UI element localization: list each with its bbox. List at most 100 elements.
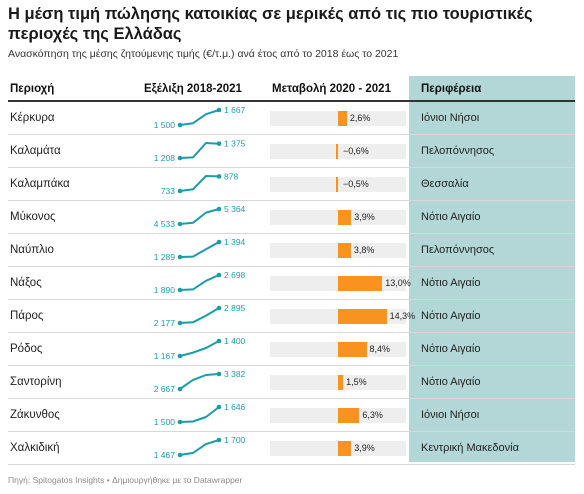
trend-end-dot — [216, 371, 222, 377]
region-name: Νότιο Αιγαίο — [421, 211, 481, 223]
change-bar — [338, 441, 352, 456]
row-divider — [8, 332, 575, 333]
trend-end-label: 1 394 — [224, 237, 246, 247]
trend-line — [179, 142, 220, 159]
trend-start-label: 2 177 — [154, 318, 176, 328]
table-row: Ζάκυνθος 1 500 1 646 6,3% Ιόνιοι Νήσοι — [8, 399, 575, 432]
change-label: 2,6% — [349, 113, 371, 123]
region-name: Ιόνιοι Νήσοι — [421, 112, 480, 124]
trend-start-label: 1 467 — [154, 450, 176, 460]
trend-start-dot — [177, 419, 183, 425]
trend-start-dot — [177, 320, 183, 326]
row-divider — [8, 464, 575, 465]
area-name: Χαλκιδική — [10, 442, 60, 454]
trend-start-label: 733 — [161, 186, 175, 196]
trend-start-dot — [177, 155, 183, 161]
table-row: Ναύπλιο 1 289 1 394 3,8% Πελοπόννησος — [8, 234, 575, 267]
trend-start-label: 1 208 — [154, 153, 176, 163]
row-divider — [8, 431, 575, 432]
trend-end-label: 2 895 — [224, 303, 246, 313]
table-row: Χαλκιδική 1 467 1 700 3,9% Κεντρική Μακεδονί… — [8, 432, 575, 465]
trend-sparkline: 1 167 1 400 — [154, 336, 246, 361]
area-name: Ρόδος — [10, 343, 43, 355]
table-row: Σαντορίνη 2 667 3 382 1,5% Νότιο Αιγαίο — [8, 366, 575, 399]
change-bar — [335, 144, 338, 159]
source-note: Πηγή: Spitogatos Insights • Δημιουργήθηκ… — [8, 475, 243, 485]
table-row: Καλαμπάκα 733 878 −0,5% Θεσσαλία — [8, 168, 575, 201]
header-rule — [8, 100, 575, 102]
area-name: Κέρκυρα — [10, 112, 55, 124]
trend-start-dot — [177, 353, 183, 359]
trend-end-label: 878 — [224, 171, 238, 181]
area-name: Καλαμάτα — [10, 145, 61, 157]
change-label: 13,0% — [385, 278, 411, 288]
trend-end-label: 1 375 — [224, 139, 246, 149]
area-name: Καλαμπάκα — [10, 178, 70, 190]
trend-start-dot — [177, 122, 183, 128]
trend-end-dot — [216, 107, 222, 113]
trend-line — [179, 208, 220, 225]
row-divider — [8, 167, 575, 168]
trend-end-label: 1 700 — [224, 435, 246, 445]
row-divider — [8, 398, 575, 399]
change-bar-track — [270, 144, 406, 159]
change-bar — [338, 276, 383, 291]
area-name: Ναύπλιο — [10, 244, 54, 256]
trend-start-label: 2 667 — [154, 384, 176, 394]
row-divider — [8, 266, 575, 267]
region-name: Κεντρική Μακεδονία — [421, 442, 519, 454]
table-row: Κέρκυρα 1 500 1 667 2,6% Ιόνιοι Νήσοι — [8, 102, 575, 135]
change-bar — [338, 408, 360, 423]
change-label: 14,3% — [389, 311, 416, 321]
region-name: Πελοπόννησος — [421, 244, 495, 256]
row-divider — [8, 134, 575, 135]
column-header-area: Περιοχή — [10, 83, 55, 95]
change-label: 8,4% — [369, 344, 391, 354]
trend-start-dot — [177, 287, 183, 293]
trend-line — [179, 175, 220, 192]
change-bar — [338, 309, 387, 324]
chart-title: Η μέση τιμή πώλησης κατοικίας σε μερικές… — [8, 5, 533, 43]
change-bar — [338, 375, 344, 390]
change-bar — [336, 177, 339, 192]
table-row: Καλαμάτα 1 208 1 375 −0,6% Πελοπόννησος — [8, 135, 575, 168]
column-header-trend: Εξέλιξη 2018-2021 — [144, 83, 242, 95]
trend-line — [179, 307, 220, 324]
trend-sparkline: 1 467 1 700 — [154, 435, 246, 460]
trend-start-dot — [177, 188, 183, 194]
trend-end-dot — [216, 206, 222, 212]
trend-start-label: 1 890 — [154, 285, 176, 295]
trend-end-label: 5 364 — [224, 204, 246, 214]
column-header-change: Μεταβολή 2020 - 2021 — [272, 83, 391, 95]
trend-sparkline: 1 500 1 646 — [154, 402, 246, 427]
trend-line — [179, 439, 220, 456]
trend-end-label: 1 667 — [224, 105, 246, 115]
area-name: Ζάκυνθος — [10, 409, 60, 421]
region-name: Νότιο Αιγαίο — [421, 376, 481, 388]
area-name: Σαντορίνη — [10, 376, 62, 388]
trend-end-dot — [216, 338, 222, 344]
trend-end-label: 1 646 — [224, 402, 246, 412]
trend-start-label: 1 500 — [154, 120, 176, 130]
trend-sparkline: 1 500 1 667 — [154, 105, 246, 130]
change-label: 1,5% — [346, 377, 367, 387]
trend-start-label: 4 533 — [154, 219, 176, 229]
region-name: Θεσσαλία — [421, 178, 469, 190]
change-label: 3,8% — [353, 245, 375, 255]
trend-end-dot — [216, 239, 222, 245]
trend-start-dot — [177, 221, 183, 227]
trend-sparkline: 4 533 5 364 — [154, 204, 246, 229]
trend-end-dot — [216, 404, 222, 410]
area-name: Μύκονος — [10, 211, 56, 223]
trend-line — [179, 241, 220, 258]
trend-end-dot — [216, 305, 222, 311]
change-label: 3,9% — [354, 212, 375, 222]
trend-end-dot — [216, 141, 222, 146]
row-divider — [8, 365, 575, 366]
row-divider — [8, 233, 575, 234]
trend-end-dot — [216, 174, 222, 179]
trend-sparkline: 733 878 — [161, 171, 239, 196]
table-row: Πάρος 2 177 2 895 14,3% Νότιο Αιγαίο — [8, 300, 575, 333]
change-label: 3,9% — [354, 443, 375, 453]
trend-line — [179, 340, 220, 357]
